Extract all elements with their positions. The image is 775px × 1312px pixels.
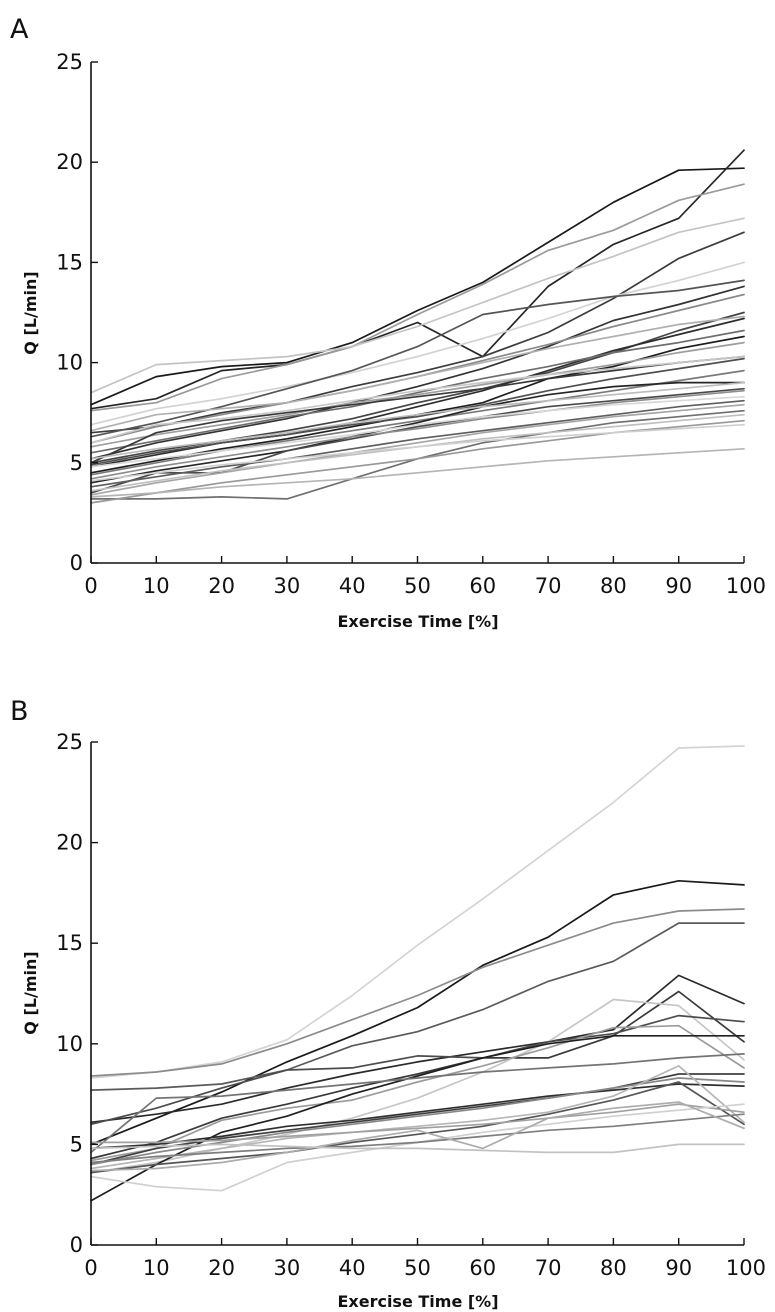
panel-b-y-tick-label: 20 <box>56 831 83 855</box>
panel-a-y-axis-title: Q [L/min] <box>21 271 40 354</box>
panel-b-series-line-10 <box>90 1034 745 1202</box>
panel-a-series-line-18 <box>90 357 745 466</box>
panel-b-series-line-20 <box>90 1101 745 1172</box>
panel-a-axes: 0 5 10 15 20 25 0 10 20 30 40 50 60 70 80 90 100 <box>56 50 766 598</box>
panel-b-y-tick-label: 15 <box>56 931 83 955</box>
panel-a-y-tick-label: 0 <box>70 551 83 575</box>
panel-b-series-line-6 <box>90 990 745 1160</box>
panel-b-series-line-21 <box>90 1143 745 1154</box>
panel-b-axes: 0 5 10 15 20 25 0 10 20 30 40 50 60 70 80 90 100 <box>56 730 766 1280</box>
panel-a-series-line-11 <box>90 315 745 432</box>
panel-a-x-tick-label: 90 <box>665 574 692 598</box>
panel-a-series-line-19 <box>90 369 745 476</box>
panel-b-series-line-2 <box>90 879 745 1146</box>
panel-a-x-tick-label: 30 <box>274 574 301 598</box>
panel-b-series-line-11 <box>90 1053 745 1154</box>
panel-a-y-tick-label: 25 <box>56 50 83 74</box>
panel-a-x-axis-title: Exercise Time [%] <box>337 612 498 631</box>
panel-b-x-axis-title: Exercise Time [%] <box>337 1292 498 1311</box>
panel-a-series-line-21 <box>90 381 745 460</box>
panel-b-series-line-5 <box>90 974 745 1124</box>
panel-a-y-tick-label: 10 <box>56 351 83 375</box>
panel-a-series-line-26 <box>90 403 745 496</box>
panel-b-y-tick-label: 5 <box>70 1132 83 1156</box>
panel-a-series-line-7 <box>90 279 745 438</box>
panel-letter-b: B <box>10 696 29 727</box>
panel-a-series-line-23 <box>90 389 745 480</box>
panel-b-series <box>90 745 745 1202</box>
panel-b-x-tick-label: 10 <box>143 1256 170 1280</box>
panel-b-x-tick-label: 0 <box>84 1256 97 1280</box>
panel-b-series-line-19 <box>90 1113 745 1164</box>
panel-a-series-line-30 <box>90 423 745 482</box>
panel-b-x-tick-label: 60 <box>469 1256 496 1280</box>
panel-a-series-line-25 <box>90 399 745 488</box>
panel-b-series-line-17 <box>90 1103 745 1144</box>
panel-a-series-line-15 <box>90 341 745 448</box>
panel-b-series-line-4 <box>90 922 745 1091</box>
panel-a-x-tick-label: 100 <box>726 574 766 598</box>
panel-a-x-tick-label: 50 <box>404 574 431 598</box>
panel-a-x-tick-label: 40 <box>339 574 366 598</box>
panel-a-y-tick-label: 20 <box>56 150 83 174</box>
panel-b-y-axis-title: Q [L/min] <box>21 951 40 1034</box>
panel-b-series-line-3 <box>90 908 745 1077</box>
panel-a-series-line-31 <box>90 447 745 498</box>
panel-a-series-line-4 <box>90 217 745 394</box>
panel-a-series-line-8 <box>90 285 745 460</box>
panel-b-y-tick-label: 10 <box>56 1032 83 1056</box>
panel-a-x-tick-label: 10 <box>143 574 170 598</box>
panel-a-series-line-3 <box>90 183 745 412</box>
panel-a-series <box>90 149 745 504</box>
panel-a-x-tick-label: 20 <box>208 574 235 598</box>
panel-a-x-tick-label: 60 <box>469 574 496 598</box>
panel-a-series-line-20 <box>90 381 745 484</box>
panel-b-series-line-9 <box>90 1024 745 1162</box>
panel-b-series-line-16 <box>90 1081 745 1174</box>
panel-b-x-tick-label: 20 <box>208 1256 235 1280</box>
panel-a-series-line-16 <box>90 355 745 464</box>
panel-a: A 0 5 10 15 20 25 0 10 20 30 40 50 60 70 80 90 100 Exerc… <box>10 14 766 631</box>
panel-a-series-line-22 <box>90 387 745 494</box>
panel-a-series-line-6 <box>90 261 745 426</box>
panel-letter-a: A <box>10 14 29 45</box>
panel-b-x-tick-label: 70 <box>535 1256 562 1280</box>
panel-a-series-line-1 <box>90 167 745 406</box>
panel-a-y-tick-label: 5 <box>70 451 83 475</box>
panel-a-series-line-2 <box>90 149 745 410</box>
panel-a-series-line-10 <box>90 311 745 464</box>
panel-b-x-tick-label: 90 <box>665 1256 692 1280</box>
panel-a-series-line-5 <box>90 231 745 434</box>
panel-b: B 0 5 10 15 20 25 0 10 20 30 40 50 60 70 80 90 100 Exerc… <box>10 696 766 1311</box>
panel-a-series-line-24 <box>90 395 745 468</box>
panel-a-x-tick-label: 70 <box>535 574 562 598</box>
panel-b-x-tick-label: 100 <box>726 1256 766 1280</box>
panel-a-x-tick-label: 80 <box>600 574 627 598</box>
panel-b-x-tick-label: 50 <box>404 1256 431 1280</box>
panel-b-series-line-15 <box>90 1065 745 1170</box>
panel-b-series-line-1 <box>90 745 745 1079</box>
panel-a-series-line-13 <box>90 329 745 454</box>
panel-b-x-tick-label: 30 <box>274 1256 301 1280</box>
panel-a-y-tick-label: 15 <box>56 250 83 274</box>
panel-b-y-tick-label: 0 <box>70 1233 83 1257</box>
panel-b-x-tick-label: 40 <box>339 1256 366 1280</box>
panel-a-series-line-17 <box>90 355 745 444</box>
panel-b-y-tick-label: 25 <box>56 730 83 754</box>
panel-b-x-tick-label: 80 <box>600 1256 627 1280</box>
panel-a-x-tick-label: 0 <box>84 574 97 598</box>
panel-b-series-line-13 <box>90 1083 745 1150</box>
